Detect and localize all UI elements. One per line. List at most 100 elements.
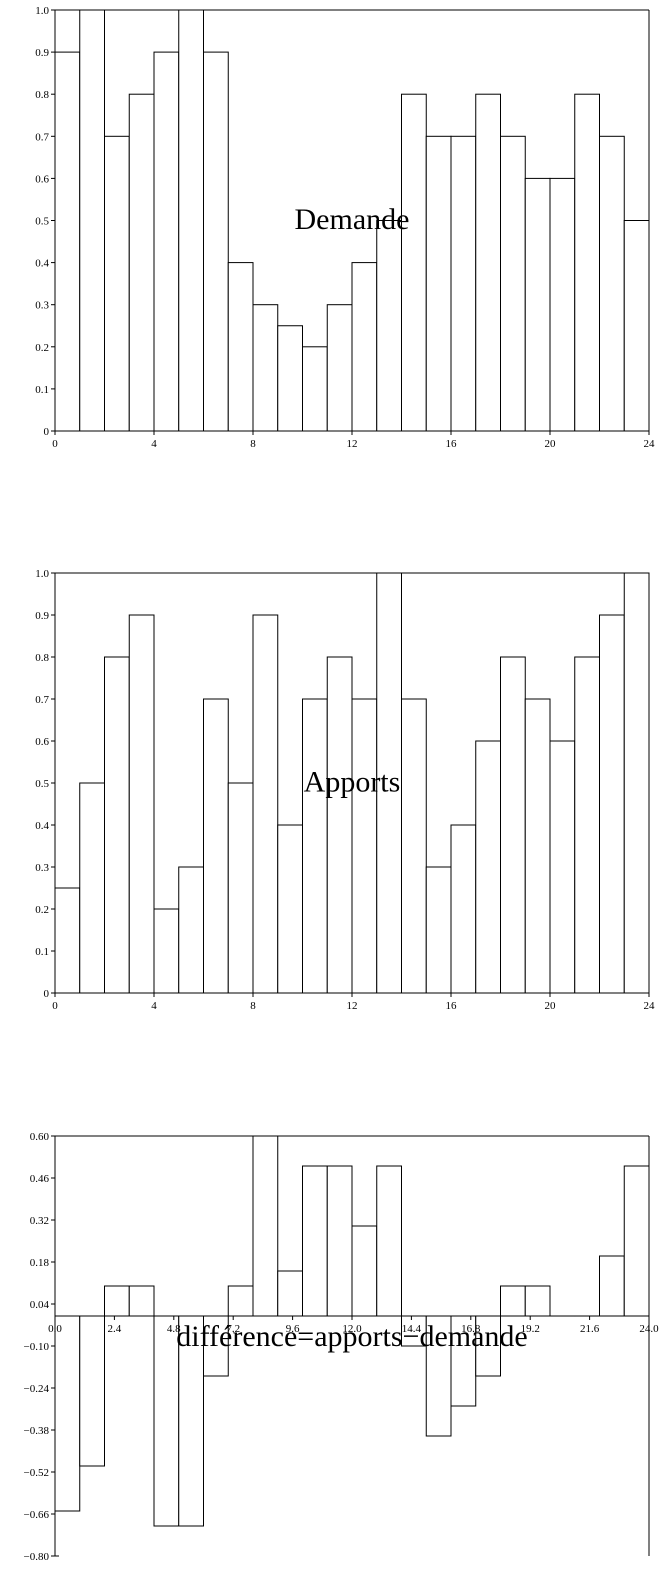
bar — [326, 304, 353, 432]
bar — [351, 262, 378, 432]
bar — [401, 1315, 427, 1347]
x-tick-label: 24 — [644, 438, 656, 450]
bar — [128, 93, 155, 432]
y-tick-label: 0 — [44, 426, 50, 438]
y-tick-label: 0.2 — [35, 342, 49, 354]
x-tick-label: 16 — [446, 1000, 458, 1012]
y-tick-label: 0.6 — [35, 173, 49, 185]
x-tick-label: 20 — [545, 1000, 557, 1012]
bar — [500, 656, 526, 994]
bar — [574, 93, 600, 432]
bar — [524, 177, 551, 432]
bar — [178, 866, 204, 994]
bar — [450, 824, 477, 994]
bar — [203, 1315, 229, 1377]
bar — [79, 1315, 105, 1467]
bar — [203, 51, 229, 432]
x-tick-label: 4 — [151, 438, 157, 450]
bar — [203, 698, 229, 994]
bar — [277, 1270, 303, 1317]
y-tick-label: 0.6 — [35, 736, 49, 748]
bar — [302, 346, 328, 432]
bar — [252, 614, 279, 994]
bar — [376, 1165, 402, 1317]
bar — [227, 782, 254, 994]
bar — [153, 908, 180, 994]
chart-title: Apports — [304, 765, 401, 798]
x-tick-label: 0 — [52, 1000, 58, 1012]
y-tick-label: −0.38 — [24, 1425, 50, 1437]
bar — [54, 1315, 81, 1512]
y-tick-label: 0.7 — [35, 694, 49, 706]
y-tick-label: 0.9 — [35, 47, 49, 59]
y-tick-label: 0.32 — [30, 1215, 49, 1227]
bar — [277, 325, 303, 432]
bar — [351, 1225, 378, 1317]
y-tick-label: 0.2 — [35, 904, 49, 916]
bar — [450, 135, 477, 432]
x-tick-label: 20 — [545, 438, 557, 450]
x-tick-label: 2.4 — [108, 1323, 122, 1335]
chart-title: différence=apports−demande — [176, 1320, 527, 1353]
y-tick-label: 0.5 — [35, 216, 49, 228]
y-tick-label: 0.60 — [30, 1131, 50, 1143]
bar — [252, 304, 279, 432]
x-tick-label: 16.8 — [461, 1323, 481, 1335]
bar — [574, 656, 600, 994]
bar — [376, 572, 402, 994]
y-tick-label: 0 — [44, 988, 50, 1000]
bar — [500, 135, 526, 432]
bar — [623, 572, 650, 994]
bar — [178, 9, 204, 432]
bar — [227, 262, 254, 432]
chart-difference: 0.60 0.46 0.32 0.18 0.04 −0.10 −0.24 −0.38 −0.52… — [24, 1131, 660, 1563]
bar — [376, 220, 402, 432]
y-tick-label: −0.66 — [24, 1509, 50, 1521]
bar — [302, 698, 328, 994]
bar — [302, 1165, 328, 1317]
bar — [623, 220, 650, 432]
bar — [153, 51, 180, 432]
y-tick-label: 0.4 — [35, 258, 49, 270]
x-tick-label: 0 — [52, 438, 58, 450]
bar — [277, 824, 303, 994]
x-tick-label: 4 — [151, 1000, 157, 1012]
bar — [599, 135, 625, 432]
y-tick-label: −0.24 — [24, 1383, 50, 1395]
y-tick-label: 0.8 — [35, 89, 49, 101]
bar — [178, 1315, 204, 1527]
y-tick-label: 0.1 — [35, 384, 49, 396]
x-tick-label: 16 — [446, 438, 458, 450]
bar — [524, 698, 551, 994]
bar — [79, 782, 105, 994]
bar — [128, 614, 155, 994]
y-tick-label: 0.5 — [35, 778, 49, 790]
bar — [104, 135, 130, 432]
bar — [599, 614, 625, 994]
y-tick-label: 0.3 — [35, 862, 49, 874]
x-tick-label: 12 — [347, 438, 358, 450]
bar — [54, 51, 81, 432]
y-tick-label: 0.46 — [30, 1173, 50, 1185]
y-tick-label: −0.10 — [24, 1341, 50, 1353]
x-tick-label: 4.8 — [167, 1323, 181, 1335]
x-tick-label: 14.4 — [402, 1323, 422, 1335]
y-tick-label: −0.52 — [24, 1467, 49, 1479]
bar — [153, 1315, 180, 1527]
chart-demande: 0 0.1 0.2 0.3 0.4 0.5 0.6 0.7 0.8 0.9 1.0 0 4 8 12 16 20… — [35, 5, 655, 450]
y-tick-label: −0.80 — [24, 1551, 50, 1563]
bar — [227, 1285, 254, 1317]
bar — [326, 656, 353, 994]
y-tick-label: 0.04 — [30, 1299, 50, 1311]
bar — [401, 93, 427, 432]
x-tick-label: 24 — [644, 1000, 656, 1012]
x-tick-label: 19.2 — [521, 1323, 540, 1335]
bar — [549, 177, 576, 432]
bar — [425, 866, 452, 994]
bar — [475, 740, 501, 994]
x-tick-label: 24.0 — [639, 1323, 659, 1335]
y-tick-label: 0.8 — [35, 652, 49, 664]
bar — [104, 656, 130, 994]
y-tick-label: 0.9 — [35, 610, 49, 622]
bar — [623, 1165, 650, 1317]
